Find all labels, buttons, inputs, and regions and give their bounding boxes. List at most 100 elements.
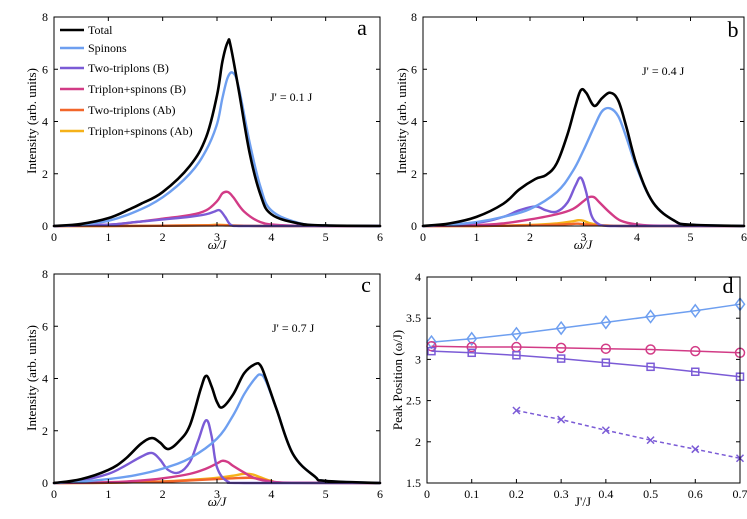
- panel-a-ylabel: Intensity (arb. units): [24, 68, 39, 174]
- panel-b-xtick-label-6: 6: [741, 230, 747, 244]
- legend-label-total: Total: [88, 23, 113, 37]
- panel-a-xtick-label-0: 0: [51, 230, 57, 244]
- panel-a-series-total: [52, 38, 382, 228]
- panel-c-ytick-label-2: 4: [42, 372, 48, 386]
- panel-d-point-two-triplons-b-peak-1-5: [646, 362, 655, 372]
- panel-b-xtick-label-0: 0: [420, 230, 426, 244]
- panel-a-ytick-label-0: 0: [42, 219, 48, 233]
- panel-b-ytick-label-0: 0: [411, 219, 417, 233]
- panel-c-xtick-label-4: 4: [268, 487, 274, 501]
- panel-c-frame: [53, 273, 381, 484]
- panel-b-ylabel: Intensity (arb. units): [394, 68, 409, 174]
- panel-d-series-two-triplons-b-peak-1: [431, 350, 741, 378]
- panel-d-point-spinons-peak-5: [645, 309, 657, 324]
- panel-d-point-triplon-spinons-b-peak-4: [600, 343, 612, 354]
- panel-d-point-two-triplons-b-peak-1-0: [427, 346, 436, 356]
- panel-c-annotation: J' = 0.7 J: [272, 321, 315, 335]
- panel-c-ytick-label-3: 6: [42, 319, 48, 333]
- panel-d-ytick-label-1: 2: [415, 435, 421, 449]
- panel-d-point-two-triplons-b-peak-2-2: [601, 426, 610, 435]
- panel-c: 0 1 2 3 4 5 6 0 2 4 6 8 c J' = 0.7 J ω/J Intensity …: [24, 267, 383, 509]
- panel-d-letter: d: [723, 273, 734, 298]
- panel-d-series-spinons-peak: [431, 303, 741, 343]
- panel-d-point-two-triplons-b-peak-1-3: [556, 354, 566, 363]
- panel-d-xtick-label-7: 0.7: [733, 487, 747, 501]
- panel-d-ytick-label-4: 3.5: [406, 311, 421, 325]
- panel-a-ytick-label-1: 2: [42, 167, 48, 181]
- panel-a-letter: a: [357, 15, 367, 40]
- panel-c-xtick-label-1: 1: [105, 487, 111, 501]
- panel-c-series-two-triplons-b: [52, 419, 382, 485]
- panel-a-xtick-label-6: 6: [377, 230, 383, 244]
- panel-c-xtick-label-0: 0: [51, 487, 57, 501]
- panel-d-xtick-label-3: 0.3: [554, 487, 569, 501]
- panel-d-xlabel: J'/J: [575, 494, 591, 509]
- legend-label-triplon-spinons-b: Triplon+spinons (B): [88, 82, 186, 96]
- panel-b-series-total: [421, 87, 746, 228]
- panel-d-frame: [426, 276, 741, 484]
- panel-b-ytick-label-4: 8: [411, 10, 417, 24]
- panel-b-xtick-label-5: 5: [688, 230, 694, 244]
- legend-label-spinons: Spinons: [88, 41, 127, 55]
- panel-d-point-triplon-spinons-b-peak-5: [645, 344, 656, 355]
- panel-b-ytick-label-2: 4: [411, 115, 417, 129]
- panel-a: 0 1 2 3 4 5 6 0 2 4 6 8 a J' = 0.1 J ω/J Intensity …: [24, 10, 383, 252]
- panel-d-xtick-label-4: 0.4: [598, 487, 613, 501]
- panel-c-ylabel: Intensity (arb. units): [24, 325, 39, 431]
- panel-c-xtick-label-3: 3: [214, 487, 220, 501]
- panel-d-point-two-triplons-b-peak-1-1: [467, 348, 476, 358]
- panel-c-xlabel: ω/J: [208, 494, 228, 509]
- panel-d-ytick-label-2: 2.5: [406, 394, 421, 408]
- panel-b-xtick-label-4: 4: [634, 230, 640, 244]
- panel-b-series-spinons: [421, 106, 746, 228]
- panel-a-xtick-label-5: 5: [323, 230, 329, 244]
- panel-b-series-triplon-spinons-b: [421, 195, 746, 228]
- panel-c-xtick-label-5: 5: [323, 487, 329, 501]
- panel-d-ylabel: Peak Position (ω/J): [390, 330, 405, 430]
- panel-a-xlabel: ω/J: [208, 237, 228, 252]
- legend-label-two-triplons-ab: Two-triplons (Ab): [88, 103, 175, 117]
- panel-c-ytick-label-0: 0: [42, 476, 48, 490]
- panel-b-xtick-label-3: 3: [581, 230, 587, 244]
- panel-a-xtick-label-1: 1: [105, 230, 111, 244]
- panel-d-series-triplon-spinons-b-peak: [431, 345, 741, 354]
- panel-c-xtick-label-6: 6: [377, 487, 383, 501]
- panel-d-point-spinons-peak-2: [510, 326, 522, 342]
- panel-d-xtick-label-6: 0.6: [688, 487, 703, 501]
- panel-d-point-two-triplons-b-peak-1-6: [691, 367, 700, 377]
- panel-c-letter: c: [361, 272, 371, 297]
- panel-a-xtick-label-4: 4: [268, 230, 274, 244]
- panel-d-ytick-label-5: 4: [415, 270, 421, 284]
- panel-d-point-triplon-spinons-b-peak-3: [555, 342, 567, 354]
- panel-a-xtick-label-2: 2: [160, 230, 166, 244]
- panel-a-ytick-label-4: 8: [42, 10, 48, 24]
- panel-a-ytick-label-2: 4: [42, 115, 48, 129]
- panel-d-ytick-label-0: 1.5: [406, 476, 421, 490]
- panel-c-xtick-label-2: 2: [160, 487, 166, 501]
- legend-label-two-triplons-b: Two-triplons (B): [88, 61, 169, 75]
- panel-d-point-two-triplons-b-peak-2-0: [512, 406, 521, 415]
- panel-b-xlabel: ω/J: [574, 237, 594, 252]
- panel-d-series-two-triplons-b-peak-2: [516, 409, 741, 460]
- panel-b-letter: b: [728, 17, 739, 42]
- panel-d-point-spinons-peak-4: [600, 315, 612, 330]
- panel-b-ytick-label-1: 2: [411, 167, 417, 181]
- panel-d-point-spinons-peak-3: [555, 320, 567, 336]
- panel-c-ytick-label-4: 8: [42, 267, 48, 281]
- panel-c-ytick-label-1: 2: [42, 424, 48, 438]
- panel-a-series-spinons: [52, 71, 382, 228]
- panel-d-point-spinons-peak-6: [689, 303, 701, 319]
- panel-b: 0 1 2 3 4 5 6 0 2 4 6 8 b J' = 0.4 J ω/J Intensity …: [394, 10, 747, 252]
- panel-d-point-triplon-spinons-b-peak-1: [466, 341, 477, 353]
- panel-a-xtick-label-3: 3: [214, 230, 220, 244]
- panel-d-xtick-label-1: 0.1: [464, 487, 479, 501]
- legend: Total Spinons Two-triplons (B) Triplon+s…: [60, 23, 193, 138]
- panel-a-ytick-label-3: 6: [42, 62, 48, 76]
- panel-d-point-two-triplons-b-peak-2-3: [646, 436, 655, 445]
- panel-d-ytick-label-3: 3: [415, 352, 421, 366]
- panel-d-point-two-triplons-b-peak-1-2: [512, 351, 521, 360]
- panel-b-annotation: J' = 0.4 J: [642, 64, 685, 78]
- panel-c-series-triplon-spinons-b: [52, 459, 382, 485]
- panel-d-point-two-triplons-b-peak-2-1: [557, 415, 566, 424]
